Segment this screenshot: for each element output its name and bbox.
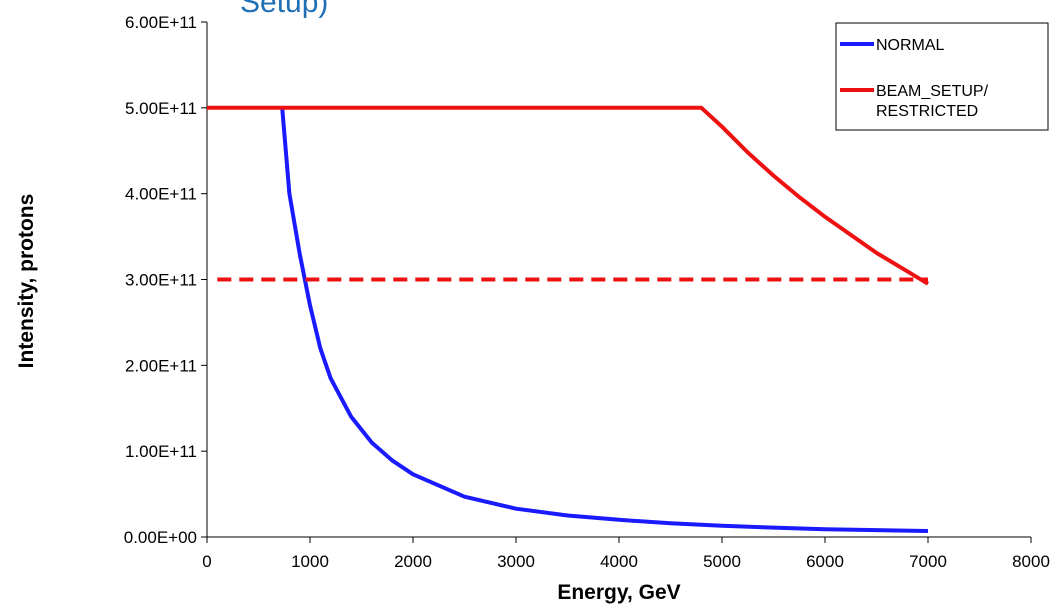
x-tick-label: 6000 — [806, 552, 844, 571]
y-tick-label: 2.00E+11 — [125, 356, 197, 375]
x-tick-label: 2000 — [394, 552, 432, 571]
series-layer — [207, 105, 930, 533]
y-tick-label: 3.00E+11 — [125, 271, 197, 290]
legend-box — [835, 22, 1049, 131]
y-tick-label: 5.00E+11 — [125, 99, 197, 118]
header-fragment: Setup) — [240, 0, 328, 19]
y-tick-label: 1.00E+11 — [125, 442, 197, 461]
y-tick-label: 6.00E+11 — [125, 13, 197, 32]
legend-label: BEAM_SETUP/ — [876, 83, 989, 100]
legend-label: RESTRICTED — [876, 103, 978, 120]
x-axis-title: Energy, GeV — [557, 581, 680, 604]
x-tick-label: 7000 — [909, 552, 947, 571]
axes: 0.00E+00 1.00E+11 2.00E+11 3.00E+11 4.00E+11… — [124, 13, 1050, 571]
x-tick-label: 5000 — [703, 552, 741, 571]
series-line-beam-setup-restricted — [207, 105, 930, 286]
series-line-normal — [280, 107, 929, 533]
x-tick-label: 3000 — [497, 552, 535, 571]
legend-label: NORMAL — [876, 37, 945, 54]
y-tick-label: 0.00E+00 — [124, 528, 197, 547]
x-tick-label: 4000 — [600, 552, 638, 571]
x-tick-label: 0 — [202, 552, 211, 571]
x-tick-label: 1000 — [291, 552, 329, 571]
x-tick-label: 8000 — [1012, 552, 1050, 571]
y-tick-label: 4.00E+11 — [125, 185, 197, 204]
legend: NORMAL BEAM_SETUP/RESTRICTED — [835, 22, 1049, 131]
y-axis-title: Intensity, protons — [15, 194, 38, 369]
